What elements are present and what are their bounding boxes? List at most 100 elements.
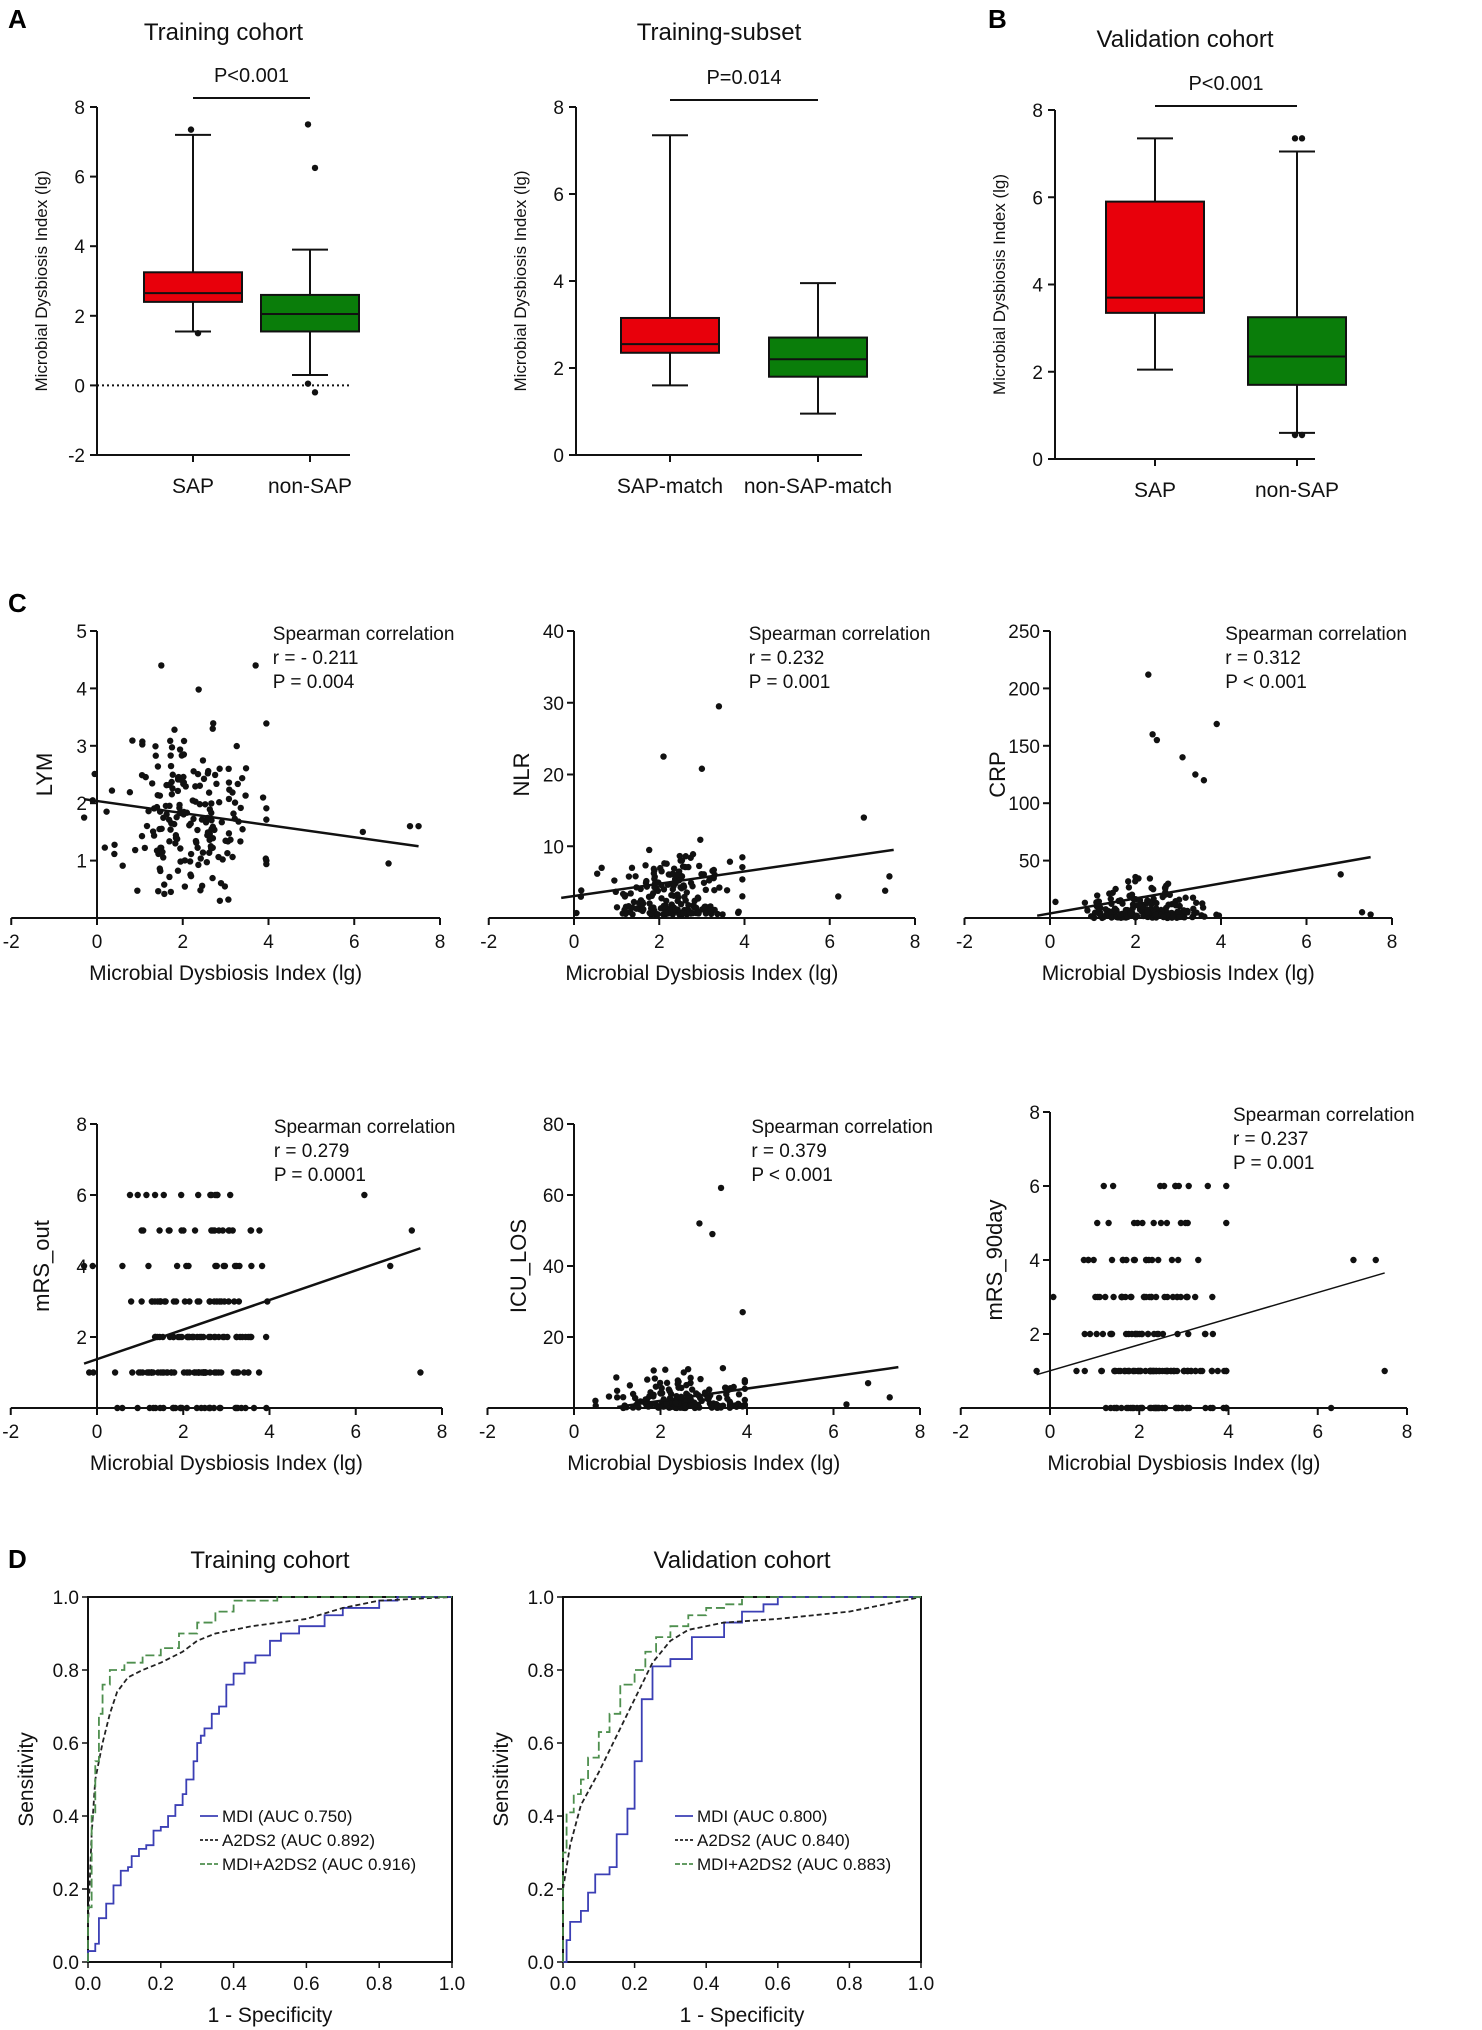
outlier-point: [1291, 135, 1299, 142]
annotation-line: Spearman correlation: [273, 624, 455, 645]
data-point: [164, 1369, 171, 1376]
data-point: [417, 1369, 424, 1376]
x-tick-label: 6: [349, 932, 360, 953]
data-point: [632, 873, 639, 880]
data-point: [1153, 736, 1161, 744]
data-point: [650, 870, 658, 877]
data-point: [177, 858, 184, 865]
data-point: [724, 1395, 731, 1402]
y-tick-label: 4: [553, 272, 564, 293]
data-point: [129, 1369, 136, 1376]
x-tick-label: 0.6: [293, 1974, 319, 1995]
data-point: [158, 825, 165, 832]
data-point: [1200, 777, 1208, 784]
data-point: [1213, 911, 1220, 918]
x-tick-label: -2: [479, 1422, 496, 1443]
data-point: [1123, 1256, 1130, 1264]
data-point: [166, 873, 173, 881]
data-point: [255, 1369, 263, 1376]
x-tick-label: 0.0: [550, 1974, 576, 1995]
data-point: [704, 1395, 711, 1402]
data-point: [218, 819, 225, 826]
legend-label: A2DS2 (AUC 0.840): [697, 1831, 850, 1850]
data-point: [1144, 897, 1151, 904]
data-point: [646, 846, 653, 854]
data-point: [156, 1227, 163, 1234]
data-point: [1108, 1330, 1115, 1338]
charts-layer: Training cohort -2 0 2 4 6 8 Microbial Dysbiosi…: [2, 19, 1414, 2027]
data-point: [1381, 1367, 1388, 1375]
data-point: [166, 1227, 173, 1234]
data-point: [198, 1404, 205, 1412]
data-point: [89, 1262, 96, 1270]
legend-label: MDI+A2DS2 (AUC 0.883): [697, 1855, 891, 1874]
data-point: [157, 844, 164, 851]
data-point: [139, 741, 146, 748]
data-point: [1185, 1330, 1192, 1338]
data-point: [216, 1298, 223, 1305]
data-point: [741, 1377, 749, 1384]
data-point: [239, 826, 246, 833]
data-point: [670, 865, 678, 872]
data-point: [196, 1333, 204, 1341]
data-point: [245, 1369, 252, 1376]
data-point: [1157, 1219, 1165, 1227]
data-point: [134, 1404, 141, 1412]
data-point: [186, 822, 193, 829]
data-point: [237, 804, 244, 812]
x-tick-label: -2: [2, 1422, 19, 1443]
box-sap: [1105, 137, 1205, 371]
data-point: [183, 1404, 191, 1412]
data-point: [1135, 875, 1142, 882]
box-non-sap: [260, 121, 360, 396]
data-point: [843, 1401, 850, 1408]
data-point: [1107, 895, 1114, 903]
x-tick-label: 0.4: [220, 1974, 247, 1995]
data-point: [1199, 904, 1207, 911]
data-point: [1191, 909, 1198, 916]
data-point: [1155, 1256, 1162, 1264]
data-point: [139, 1227, 147, 1234]
data-point: [656, 1379, 664, 1387]
data-point: [613, 1394, 621, 1401]
data-point: [193, 839, 200, 846]
y-tick-label: 50: [1019, 852, 1040, 873]
data-point: [1050, 1293, 1057, 1301]
x-tick-label: -2: [956, 932, 973, 953]
y-tick-label: 150: [1008, 737, 1040, 758]
data-point: [860, 814, 868, 821]
x-tick-label: SAP: [172, 475, 214, 498]
data-point: [881, 887, 889, 894]
data-point: [227, 836, 234, 843]
data-point: [1108, 914, 1115, 921]
data-point: [627, 890, 634, 897]
data-point: [1146, 875, 1154, 882]
legend-label: MDI (AUC 0.750): [222, 1807, 352, 1826]
y-tick-label: 80: [543, 1115, 564, 1136]
data-point: [205, 1404, 213, 1412]
data-point: [1209, 1293, 1216, 1301]
x-tick-label: 0.0: [75, 1974, 101, 1995]
data-point: [1223, 1182, 1230, 1190]
data-point: [231, 1298, 238, 1305]
data-point: [143, 1191, 150, 1199]
data-point: [674, 897, 681, 905]
y-tick-label: 0.2: [53, 1880, 79, 1901]
data-point: [119, 1404, 126, 1412]
data-point: [1174, 1404, 1182, 1412]
data-point: [187, 871, 194, 878]
data-point: [642, 862, 649, 869]
data-point: [650, 865, 658, 873]
data-point: [1033, 1367, 1040, 1375]
data-point: [676, 852, 683, 860]
data-point: [662, 1400, 670, 1407]
data-point: [670, 882, 677, 890]
data-point: [152, 752, 159, 759]
x-tick-label: 0: [92, 932, 103, 953]
y-tick-label: 0.8: [53, 1661, 79, 1682]
x-tick-label: 0.2: [148, 1974, 174, 1995]
data-point: [224, 849, 231, 857]
data-point: [684, 1365, 692, 1373]
data-point: [1128, 1293, 1135, 1301]
